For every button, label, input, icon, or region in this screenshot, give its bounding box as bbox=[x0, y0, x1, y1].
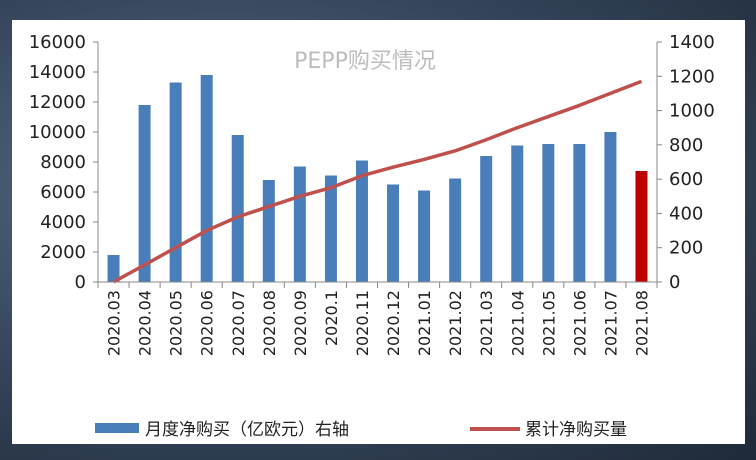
chart-title: PEPP购买情况 bbox=[294, 49, 436, 74]
legend: 月度净购买（亿欧元）右轴 累计净购买量 bbox=[95, 420, 627, 440]
y-right-tick-label: 1200 bbox=[669, 66, 715, 87]
y-left-tick-label: 4000 bbox=[40, 212, 86, 233]
y-left-tick-label: 12000 bbox=[29, 92, 86, 113]
y-right-tick-label: 400 bbox=[669, 203, 703, 224]
y-right-tick-label: 1000 bbox=[669, 101, 715, 122]
bar bbox=[262, 180, 275, 282]
bar bbox=[418, 190, 431, 282]
bar bbox=[387, 184, 400, 282]
bar bbox=[324, 175, 337, 282]
x-tick-label: 2020.1 bbox=[322, 290, 341, 346]
x-tick-label: 2021.08 bbox=[632, 290, 651, 356]
bar bbox=[449, 178, 462, 282]
y-right-tick-label: 600 bbox=[669, 169, 703, 190]
bar bbox=[542, 144, 555, 282]
x-tick-label: 2020.05 bbox=[167, 290, 186, 356]
y-right-tick-label: 1400 bbox=[669, 32, 715, 53]
bar bbox=[604, 132, 617, 282]
x-tick-label: 2020.07 bbox=[229, 290, 248, 356]
bar bbox=[107, 255, 120, 282]
bar bbox=[169, 82, 182, 282]
y-left-tick-label: 8000 bbox=[40, 152, 86, 173]
y-left-tick-label: 6000 bbox=[40, 182, 86, 203]
legend-line-label: 累计净购买量 bbox=[525, 420, 627, 440]
x-tick-label: 2020.06 bbox=[198, 290, 217, 356]
x-tick-label: 2020.09 bbox=[291, 290, 310, 356]
line-layer bbox=[112, 79, 643, 284]
x-tick-label: 2021.01 bbox=[415, 290, 434, 356]
cumulative-line bbox=[112, 79, 643, 284]
chart-card: PEPP购买情况 0 2000 4000 6000 8000 10000 12000 1400… bbox=[12, 20, 745, 444]
y-left-tick-label: 2000 bbox=[40, 242, 86, 263]
x-tick-label: 2021.02 bbox=[446, 290, 465, 356]
x-tick-label: 2021.04 bbox=[508, 290, 527, 356]
x-tick-label: 2021.03 bbox=[477, 290, 496, 356]
x-tick-label: 2021.06 bbox=[570, 290, 589, 356]
y-right-tick-label: 800 bbox=[669, 135, 703, 156]
x-tick-label: 2020.08 bbox=[260, 290, 279, 356]
bars-layer bbox=[107, 75, 648, 282]
x-tick-label: 2020.12 bbox=[384, 290, 403, 356]
bar bbox=[293, 166, 306, 282]
x-tick-label: 2020.11 bbox=[353, 290, 372, 356]
bar bbox=[138, 105, 151, 282]
y-right-tick-label: 200 bbox=[669, 238, 703, 259]
pepp-chart: PEPP购买情况 0200040006000800010000120001400… bbox=[29, 32, 715, 440]
x-tick-label: 2020.04 bbox=[136, 290, 155, 356]
legend-bar-label: 月度净购买（亿欧元）右轴 bbox=[145, 420, 349, 440]
bar bbox=[200, 75, 213, 282]
y-left-tick-label: 10000 bbox=[29, 122, 86, 143]
bar bbox=[480, 156, 493, 282]
x-tick-label: 2021.07 bbox=[601, 290, 620, 356]
y-left-tick-label: 0 bbox=[75, 272, 86, 293]
x-tick-label: 2020.03 bbox=[105, 290, 124, 356]
axes-layer: 0 2000 4000 6000 8000 10000 12000 14000 16000 0 20… bbox=[29, 32, 715, 356]
bar bbox=[355, 160, 368, 282]
y-right-tick-label: 0 bbox=[669, 272, 680, 293]
x-tick-label: 2021.05 bbox=[539, 290, 558, 356]
bar bbox=[231, 135, 244, 282]
legend-bar-swatch bbox=[95, 423, 139, 433]
y-left-tick-label: 16000 bbox=[29, 32, 86, 53]
y-left-tick-label: 14000 bbox=[29, 62, 86, 83]
bar bbox=[635, 171, 648, 282]
bar bbox=[511, 145, 524, 282]
bar bbox=[573, 144, 586, 282]
